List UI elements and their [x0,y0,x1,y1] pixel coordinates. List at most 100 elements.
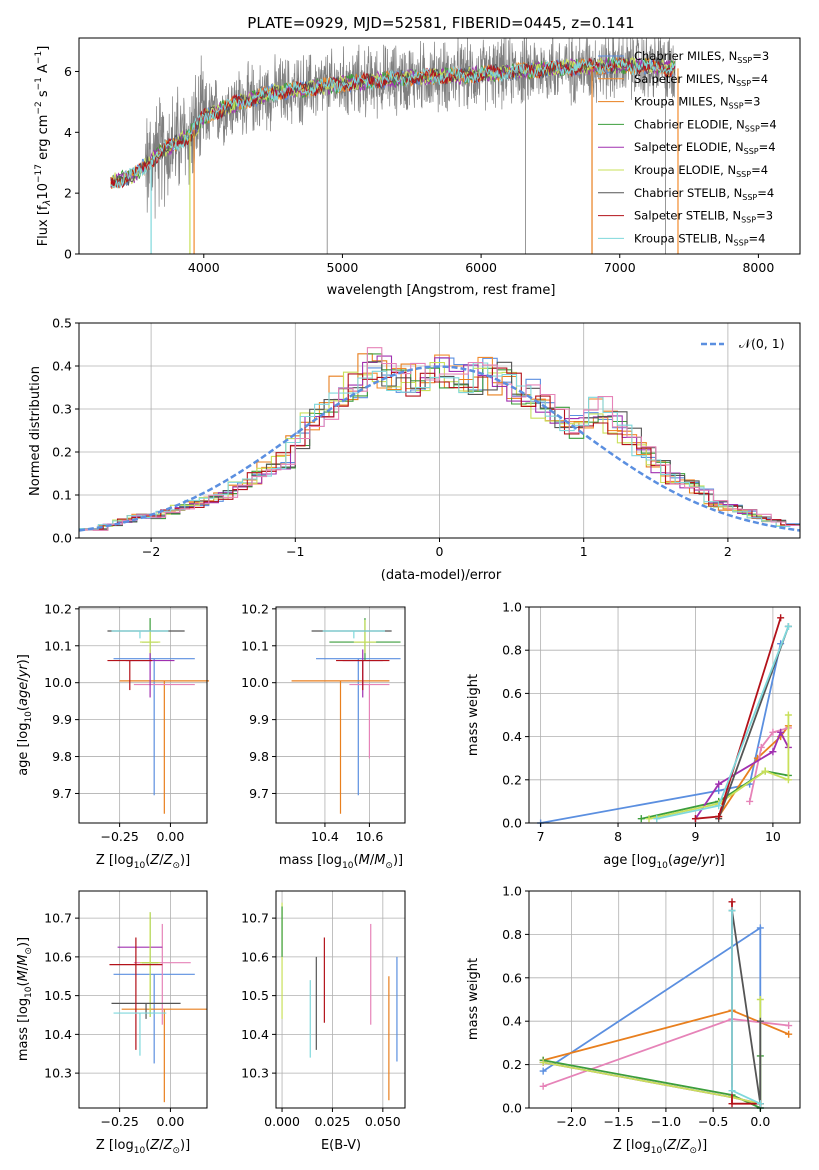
weight-vs-Z-ytick-label: 0.2 [502,1057,522,1072]
weight-vs-Z-frame [528,890,801,1109]
age-vs-Z-axes: −0.25 0.00 9.7 9.8 9.9 10.0 10.1 10.2 [44,601,208,844]
weight-z-ylabel: mass weight [466,958,481,1040]
age-vs-Z-ytick-label: 9.8 [52,749,72,764]
mass-vs-ebv-ytick-label: 10.4 [241,1027,269,1042]
spectrum-plot [110,37,679,254]
mass-vs-ebv-xtick-label: 0.025 [315,1114,351,1129]
age-vs-z-panel: −0.25 0.00 9.7 9.8 9.9 10.0 10.1 10.2 [44,601,210,844]
weight-point-marker [637,815,645,823]
weight-age-ylabel: mass weight [466,674,481,756]
residual-histogram [79,362,791,531]
mass-vs-ebv-ytick-label: 10.6 [241,949,269,964]
spectrum-xtick-label: 6000 [465,260,497,275]
mass-vs-Z-grid [79,891,207,1108]
spectrum-axes: 4000 5000 6000 7000 8000 0 2 4 6 [64,37,801,275]
weight-series-line [717,725,790,817]
weight-vs-Z-plot [539,898,793,1112]
weight-point-marker [784,711,792,719]
weight-vs-age-panel: 7 8 9 10 0.0 0.2 0.4 0.6 0.8 1.0 [502,600,801,844]
residuals-plot [78,347,801,532]
residual-histogram [79,347,800,531]
weight-vs-Z-ytick-label: 0.0 [502,1101,522,1116]
spectrum-xlabel: wavelength [Angstrom, rest frame] [327,283,556,298]
age-vs-mass-panel: 10.4 10.6 9.7 9.8 9.9 10.0 10.1 10.2 [241,601,406,844]
model-fit-line [110,56,676,189]
weight-point-marker [784,776,792,784]
spectrum-panel: 4000 5000 6000 7000 8000 0 2 4 6 [64,37,801,275]
mass-ebv-xlabel: E(B-V) [321,1138,361,1153]
age-vs-Z-ytick-label: 10.1 [44,638,72,653]
age-vs-mass-ytick-label: 9.9 [249,712,269,727]
mass-vs-ebv-plot [281,902,398,1101]
weight-vs-age-axes: 7 8 9 10 0.0 0.2 0.4 0.6 0.8 1.0 [502,600,801,844]
spectrum-ytick-label: 2 [64,186,72,201]
age-mass-xlabel: mass [log10(M/M⊙)] [279,853,403,871]
residual-xlabel: (data-model)/error [381,568,502,583]
weight-vs-age-ytick-label: 1.0 [502,600,522,615]
weight-point-marker [653,815,661,823]
age-vs-Z-xtick-label: 0.00 [157,829,185,844]
spectrum-xtick-label: 4000 [188,260,220,275]
weight-point-marker [769,728,777,736]
residuals-xtick-label: −1 [286,544,304,559]
weight-vs-age-xtick-label: 10 [765,829,781,844]
age-vs-Z-ytick-label: 10.2 [44,601,72,616]
legend-label: Salpeter MILES, NSSP=4 [634,72,768,88]
model-fit-line [110,55,676,185]
gaussian-legend-label: 𝒩(0, 1) [739,336,785,351]
residuals-ytick-label: 0.2 [52,445,72,460]
residuals-xtick-label: −2 [142,544,160,559]
weight-vs-age-ytick-label: 0.8 [502,643,522,658]
weight-vs-Z-ytick-label: 0.6 [502,970,522,985]
mass-vs-z-panel: −0.25 0.00 10.3 10.4 10.5 10.6 10.7 [44,890,208,1129]
gaussian-curve [78,365,801,532]
mass-z-xlabel: Z [log10(Z/Z⊙)] [96,1138,190,1156]
spectrum-ylabel: Flux [fλ10−17 erg cm−2 s−1 A−1] [34,46,53,247]
age-vs-Z-ytick-label: 10.0 [44,675,72,690]
mass-vs-Z-xtick-label: 0.00 [157,1114,185,1129]
residuals-xtick-label: 0 [436,544,444,559]
residuals-axes: −2 −1 0 1 2 0.0 0.1 0.2 0.3 0.4 0.5 [52,316,801,559]
age-z-ylabel: age [log10(age/yr)] [16,654,34,776]
age-vs-Z-xtick-label: −0.25 [100,829,138,844]
weight-age-xlabel: age [log10(age/yr)] [603,853,725,871]
weight-vs-Z-xtick-label: −1.0 [651,1114,681,1129]
legend-label: Salpeter ELODIE, NSSP=4 [634,140,776,156]
mass-vs-ebv-ytick-label: 10.3 [241,1066,269,1081]
spectrum-xtick-label: 7000 [604,260,636,275]
weight-vs-age-ytick-label: 0.6 [502,686,522,701]
age-vs-Z-ytick-label: 9.7 [52,786,72,801]
age-vs-mass-ytick-label: 10.1 [241,638,269,653]
mass-vs-Z-plot [109,912,207,1103]
mass-vs-Z-xtick-label: −0.25 [100,1114,138,1129]
weight-point-marker [645,815,653,823]
residual-panel: −2 −1 0 1 2 0.0 0.1 0.2 0.3 0.4 0.5 [52,316,801,559]
mass-vs-ebv-axes: 0.000 0.025 0.050 10.3 10.4 10.5 10.6 10.7 [241,890,406,1129]
residuals-xtick-label: 2 [724,544,732,559]
weight-point-marker [756,924,764,932]
weight-vs-Z-ytick-label: 1.0 [502,884,522,899]
weight-point-marker [539,1082,547,1090]
weight-point-marker [746,797,754,805]
mass-vs-Z-ytick-label: 10.7 [44,911,72,926]
weight-vs-age-grid [529,606,800,824]
weight-point-marker [728,907,736,915]
weight-point-marker [691,815,699,823]
age-vs-mass-ytick-label: 9.7 [249,786,269,801]
mass-vs-Z-ytick-label: 10.4 [44,1027,72,1042]
mass-vs-Z-frame [78,890,208,1109]
residual-legend: 𝒩(0, 1) [701,336,785,351]
residuals-ytick-label: 0.3 [52,402,72,417]
mass-vs-ebv-panel: 0.000 0.025 0.050 10.3 10.4 10.5 10.6 10.7 [241,890,406,1129]
mass-vs-ebv-ytick-label: 10.7 [241,911,269,926]
age-vs-mass-ytick-label: 9.8 [249,749,269,764]
residuals-ytick-label: 0.1 [52,488,72,503]
weight-vs-age-ytick-label: 0.2 [502,772,522,787]
weight-vs-Z-xtick-label: −1.5 [604,1114,634,1129]
spectrum-xtick-label: 8000 [742,260,774,275]
legend-label: Kroupa MILES, NSSP=3 [634,95,760,111]
mass-vs-Z-axes: −0.25 0.00 10.3 10.4 10.5 10.6 10.7 [44,890,208,1129]
spectrum-ytick-label: 0 [64,247,72,262]
weight-z-xlabel: Z [log10(Z/Z⊙)] [613,1138,707,1156]
mass-z-ylabel: mass [log10(M/M⊙)] [16,937,34,1061]
